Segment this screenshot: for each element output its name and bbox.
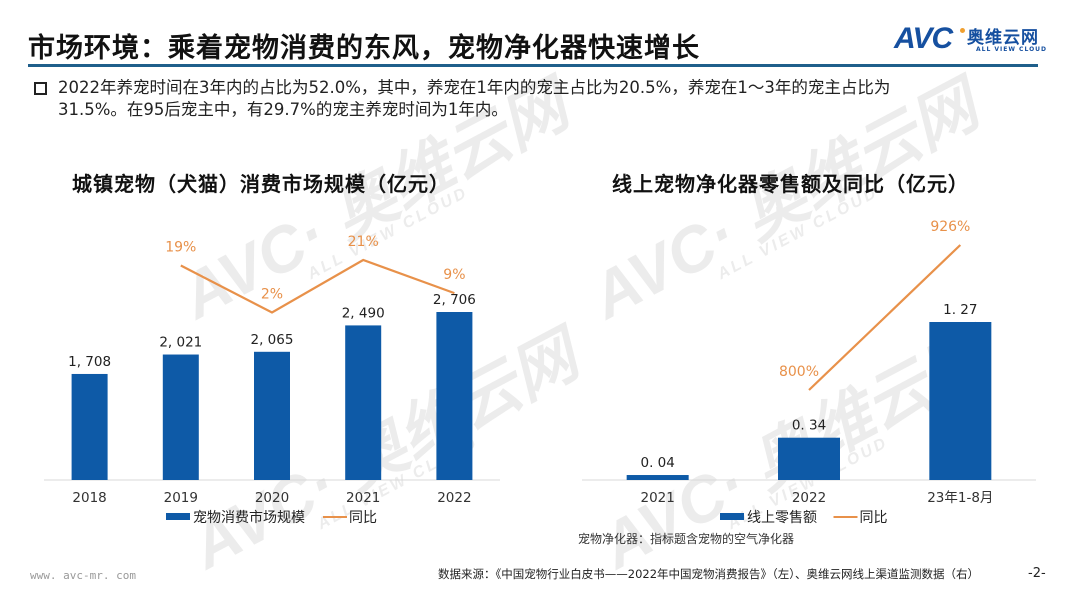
brand-logo: AVC 奥维云网 ALL VIEW CLOUD bbox=[894, 22, 1059, 58]
watermark: AVC· 奥维云网 ALL VIEW CLOUD bbox=[589, 318, 999, 583]
logo-mark: AVC bbox=[894, 22, 953, 55]
summary-line-1: 2022年养宠时间在3年内的占比为52.0%，其中，养宠在1年内的宠主占比为20… bbox=[58, 78, 891, 97]
watermark: AVC· 奥维云网 ALL VIEW CLOUD bbox=[179, 318, 589, 583]
legend-line-label: 同比 bbox=[349, 510, 377, 526]
logo-cn-text: 奥维云网 bbox=[967, 28, 1039, 48]
x-tick-label: 2022 bbox=[437, 490, 471, 506]
x-tick-label: 2021 bbox=[640, 490, 674, 506]
x-tick-label: 2020 bbox=[255, 490, 289, 506]
x-tick-label: 2018 bbox=[72, 490, 106, 506]
footer-url: www. avc-mr. com bbox=[30, 569, 136, 582]
bar-value-label: 2, 490 bbox=[342, 305, 385, 321]
bar-value-label: 2, 021 bbox=[159, 335, 202, 351]
legend-line-label: 同比 bbox=[860, 510, 888, 526]
bar-2019 bbox=[162, 354, 199, 480]
yoy-value-label: 19% bbox=[165, 240, 196, 256]
bar-23年1-8月 bbox=[929, 322, 992, 480]
x-tick-label: 23年1-8月 bbox=[927, 490, 993, 506]
x-tick-label: 2019 bbox=[164, 490, 198, 506]
bar-value-label: 2, 065 bbox=[251, 332, 294, 348]
logo-dot-icon bbox=[960, 28, 965, 33]
page-number: -2- bbox=[1028, 566, 1046, 581]
logo-en-text: ALL VIEW CLOUD bbox=[976, 46, 1048, 53]
legend-bar-swatch bbox=[166, 513, 190, 520]
right-chart-title: 线上宠物净化器零售额及同比（亿元） bbox=[612, 172, 969, 196]
bar-value-label: 1, 708 bbox=[68, 354, 111, 370]
x-tick-label: 2022 bbox=[792, 490, 826, 506]
legend-bar-swatch bbox=[720, 513, 744, 520]
data-source: 数据来源：《中国宠物行业白皮书——2022年中国宠物消费报告》（左）、奥维云网线… bbox=[438, 567, 980, 581]
bar-2022 bbox=[436, 312, 473, 480]
bar-2021 bbox=[345, 325, 382, 480]
legend-bar-label: 线上零售额 bbox=[747, 510, 817, 526]
legend-bar-label: 宠物消费市场规模 bbox=[193, 509, 305, 526]
bar-value-label: 0. 04 bbox=[640, 455, 674, 471]
bar-2020 bbox=[254, 351, 290, 480]
yoy-value-label: 9% bbox=[443, 267, 465, 283]
bar-2018 bbox=[71, 373, 108, 480]
title-divider bbox=[28, 64, 1038, 67]
yoy-value-label: 800% bbox=[779, 364, 819, 380]
bar-2021 bbox=[626, 475, 689, 480]
summary-line-2: 31.5%。在95后宠主中，有29.7%的宠主养宠时间为1年内。 bbox=[58, 100, 508, 119]
chart-note: 宠物净化器：指标题含宠物的空气净化器 bbox=[578, 532, 795, 546]
bar-2022 bbox=[778, 437, 840, 480]
bar-value-label: 0. 34 bbox=[792, 418, 826, 434]
yoy-line bbox=[180, 258, 455, 314]
summary-text: 2022年养宠时间在3年内的占比为52.0%，其中，养宠在1年内的宠主占比为20… bbox=[58, 77, 1048, 121]
yoy-line bbox=[808, 244, 962, 391]
yoy-value-label: 2% bbox=[261, 286, 283, 302]
page-title: 市场环境：乘着宠物消费的东风，宠物净化器快速增长 bbox=[28, 33, 700, 64]
bullet-square-icon bbox=[34, 82, 47, 95]
left-chart-title: 城镇宠物（犬猫）消费市场规模（亿元） bbox=[72, 172, 450, 196]
bar-value-label: 2, 706 bbox=[433, 292, 476, 308]
bar-value-label: 1. 27 bbox=[943, 302, 977, 318]
yoy-value-label: 21% bbox=[348, 234, 379, 250]
x-tick-label: 2021 bbox=[346, 490, 380, 506]
yoy-value-label: 926% bbox=[930, 219, 970, 235]
